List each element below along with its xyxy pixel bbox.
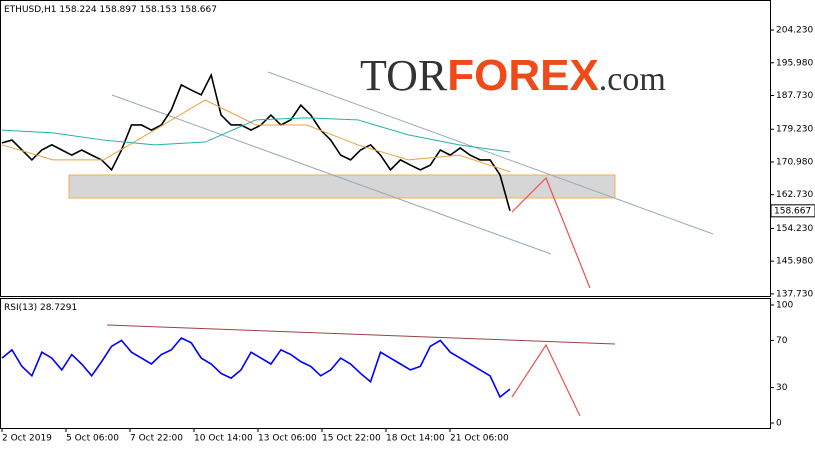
x-tick-label: 18 Oct 14:00: [386, 434, 445, 444]
series-line: [1, 117, 511, 153]
y-tick-label: 170.980: [776, 157, 813, 167]
header: ETHUSD,H1 158.224 158.897 158.153 158.66…: [4, 5, 217, 15]
series-line: [1, 72, 511, 212]
y-tick-label: 0: [776, 419, 782, 429]
series-line: [1, 99, 511, 173]
support-zone: [68, 174, 616, 199]
logo-part: FOREX: [447, 51, 599, 100]
forecast-arrow: [511, 176, 591, 289]
y-tick-label: 100: [776, 301, 793, 311]
price-frame: [0, 0, 771, 297]
y-tick-label: 204.230: [776, 26, 813, 36]
price-tag: [770, 204, 815, 218]
logo: TORFOREX.com: [360, 51, 666, 100]
y-tick-label: 187.730: [776, 91, 813, 101]
x-tick-label: 2 Oct 2019: [2, 434, 52, 444]
y-tick-label: 162.730: [776, 190, 813, 200]
y-tick-label: 195.980: [776, 58, 813, 68]
x-tick-label: 13 Oct 06:00: [258, 434, 317, 444]
rsi-frame: [0, 298, 771, 429]
price-tag-label: 158.667: [774, 206, 811, 216]
x-tick-label: 15 Oct 22:00: [322, 434, 381, 444]
ohlc: 158.153: [140, 5, 177, 15]
x-tick-label: 10 Oct 14:00: [194, 434, 253, 444]
symbol: ETHUSD,H1: [4, 5, 57, 15]
y-tick-label: 145.980: [776, 257, 813, 267]
rsi-header: RSI(13) 28.7291: [4, 303, 77, 313]
ohlc: 158.667: [180, 5, 217, 15]
rsi-trendline: [106, 324, 616, 345]
y-tick-label: 179.230: [776, 125, 813, 135]
channel-line: [111, 94, 552, 255]
y-tick-label: 70: [776, 336, 788, 346]
channel-line: [267, 71, 714, 235]
logo-part: .com: [599, 61, 666, 98]
ohlc: 158.897: [100, 5, 137, 15]
logo-part: TOR: [360, 51, 448, 100]
ohlc: 158.224: [59, 5, 96, 15]
rsi-value: 28.7291: [40, 303, 77, 313]
y-tick-label: 154.230: [776, 224, 813, 234]
x-tick-label: 21 Oct 06:00: [450, 434, 509, 444]
x-tick-label: 7 Oct 22:00: [130, 434, 183, 444]
y-tick-label: 137.730: [776, 289, 813, 299]
forecast-arrow: [511, 343, 581, 417]
rsi-label: RSI(13): [4, 303, 37, 313]
rsi-line: [1, 337, 511, 399]
x-tick-label: 5 Oct 06:00: [66, 434, 119, 444]
y-tick-label: 30: [776, 383, 788, 393]
